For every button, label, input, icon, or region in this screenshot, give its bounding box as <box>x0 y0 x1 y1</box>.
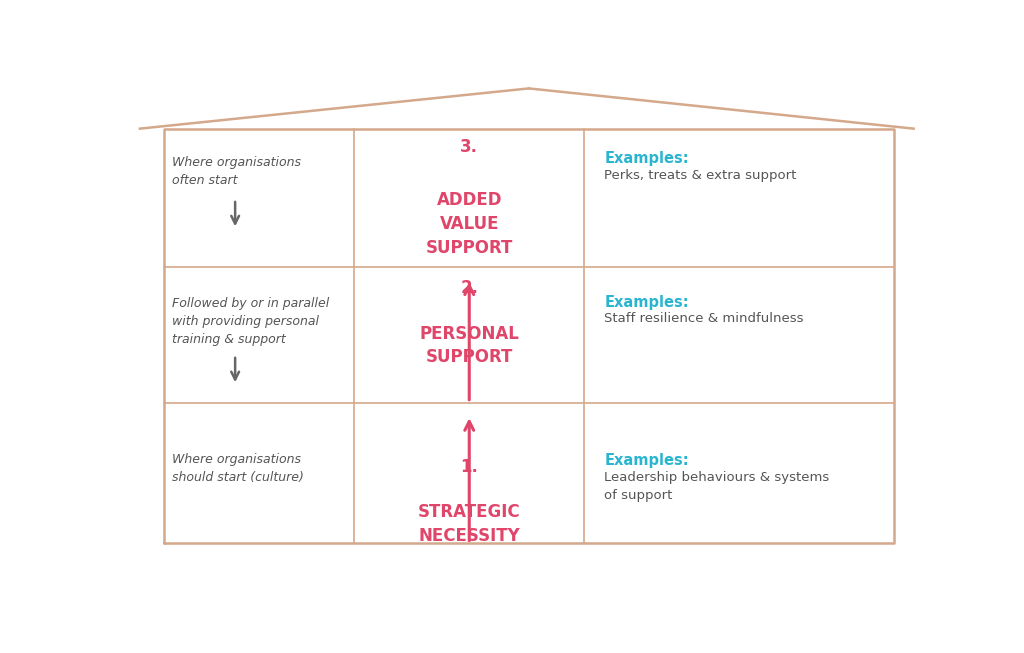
Text: Followed by or in parallel
with providing personal
training & support: Followed by or in parallel with providin… <box>172 297 329 346</box>
Text: Leadership behaviours & systems
of support: Leadership behaviours & systems of suppo… <box>604 471 829 502</box>
Text: PERSONAL
SUPPORT: PERSONAL SUPPORT <box>419 325 519 366</box>
Text: 2.: 2. <box>460 279 478 297</box>
Text: Examples:: Examples: <box>604 151 689 167</box>
Text: STRATEGIC
NECESSITY: STRATEGIC NECESSITY <box>418 503 520 545</box>
Text: Where organisations
should start (culture): Where organisations should start (cultur… <box>172 453 303 484</box>
Text: Perks, treats & extra support: Perks, treats & extra support <box>604 169 797 182</box>
Text: ADDED
VALUE
SUPPORT: ADDED VALUE SUPPORT <box>426 191 513 257</box>
Text: 3.: 3. <box>460 138 478 156</box>
Text: Staff resilience & mindfulness: Staff resilience & mindfulness <box>604 312 804 325</box>
Text: Where organisations
often start: Where organisations often start <box>172 156 301 187</box>
Text: Examples:: Examples: <box>604 453 689 468</box>
Text: Examples:: Examples: <box>604 295 689 310</box>
Text: 1.: 1. <box>461 458 478 475</box>
